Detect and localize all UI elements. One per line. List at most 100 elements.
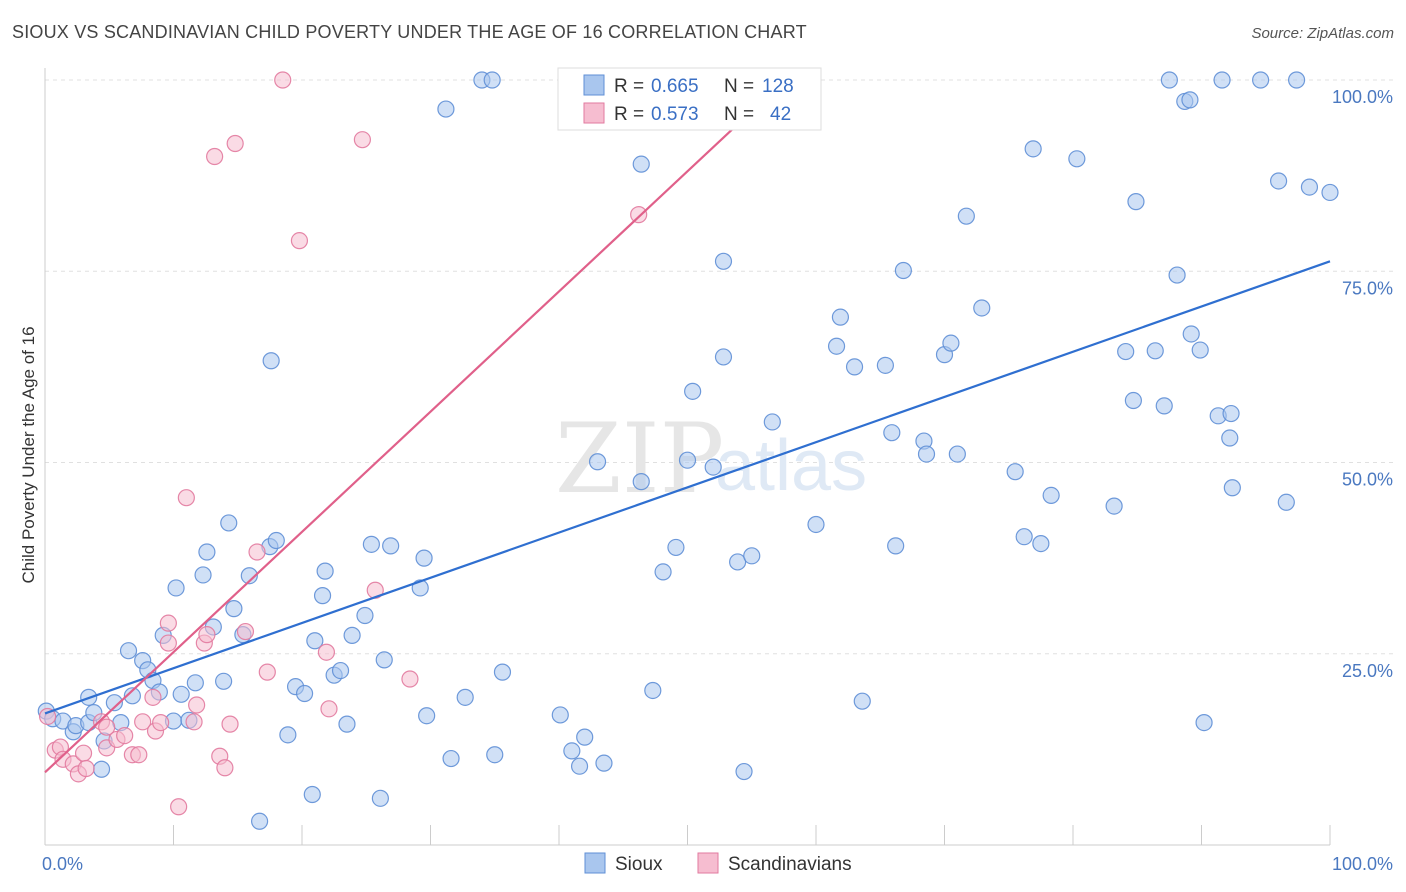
trend-line-scandinavians xyxy=(44,89,775,774)
sioux-point-33 xyxy=(262,352,280,370)
scandinavians-point-20 xyxy=(159,634,177,652)
sioux-point-23 xyxy=(186,674,204,692)
bottom-legend-label-scandinavians: Scandinavians xyxy=(728,854,852,875)
legend-n-label-scandinavians: N = xyxy=(724,104,754,125)
sioux-point-88 xyxy=(883,424,901,442)
sioux-point-90 xyxy=(894,261,912,280)
scandinavians-point-30 xyxy=(221,715,239,733)
sioux-point-62 xyxy=(551,706,569,724)
sioux-point-61 xyxy=(493,663,512,681)
sioux-point-103 xyxy=(1068,150,1086,168)
sioux-point-82 xyxy=(807,515,825,534)
scandinavians-point-33 xyxy=(248,543,266,561)
legend-n-value-scandinavians: 42 xyxy=(770,104,791,125)
sioux-point-59 xyxy=(483,71,501,89)
sioux-point-55 xyxy=(437,100,455,118)
legend-n-value-sioux: 128 xyxy=(762,76,794,97)
scandinavians-point-18 xyxy=(152,713,170,732)
sioux-point-104 xyxy=(1105,497,1123,515)
sioux-point-99 xyxy=(1015,528,1033,546)
scandinavians-point-31 xyxy=(226,134,244,153)
bottom-legend-label-sioux: Sioux xyxy=(615,854,663,875)
source-credit: Source: ZipAtlas.com xyxy=(1251,25,1394,42)
sioux-point-123 xyxy=(1269,172,1288,190)
legend-r-value-scandinavians: 0.573 xyxy=(651,104,699,125)
sioux-point-51 xyxy=(382,537,400,555)
sioux-point-109 xyxy=(1155,397,1173,415)
sioux-point-35 xyxy=(267,531,285,550)
sioux-point-113 xyxy=(1181,91,1199,109)
watermark-atlas: atlas xyxy=(715,426,867,506)
sioux-point-65 xyxy=(576,728,594,746)
bottom-legend-swatch-sioux xyxy=(584,852,606,874)
sioux-point-54 xyxy=(418,707,436,725)
sioux-point-68 xyxy=(632,473,650,491)
sioux-point-10 xyxy=(105,694,123,712)
scandinavians-point-38 xyxy=(320,700,338,718)
sioux-point-50 xyxy=(375,651,393,669)
sioux-point-87 xyxy=(876,356,894,374)
sioux-point-12 xyxy=(119,642,138,660)
y-axis-title: Child Poverty Under the Age of 16 xyxy=(19,326,38,583)
sioux-point-53 xyxy=(415,549,433,567)
scandinavians-point-24 xyxy=(188,696,206,714)
y-tick-label-50: 50.0% xyxy=(1342,470,1393,490)
sioux-point-36 xyxy=(279,726,297,744)
sioux-point-40 xyxy=(306,632,324,650)
sioux-point-31 xyxy=(240,567,258,585)
y-tick-label-100: 100.0% xyxy=(1332,87,1393,107)
legend-n-label-sioux: N = xyxy=(724,76,754,97)
sioux-point-94 xyxy=(942,334,960,352)
legend-swatch-scandinavians xyxy=(583,102,605,124)
x-tick-label-min: 0.0% xyxy=(42,854,83,874)
trend-lines xyxy=(44,89,1331,774)
scandinavians-point-23 xyxy=(185,713,203,731)
sioux-point-42 xyxy=(316,562,334,580)
sioux-point-71 xyxy=(654,563,672,581)
y-tick-label-75: 75.0% xyxy=(1342,278,1393,298)
sioux-point-39 xyxy=(303,785,321,804)
sioux-point-92 xyxy=(917,445,936,463)
scandinavians-point-10 xyxy=(98,718,116,736)
sioux-point-64 xyxy=(570,757,589,775)
sioux-point-86 xyxy=(853,692,871,710)
sioux-point-27 xyxy=(215,672,233,690)
legend-r-value-sioux: 0.665 xyxy=(651,76,699,97)
sioux-point-49 xyxy=(371,789,389,807)
sioux-point-83 xyxy=(827,337,846,355)
sioux-point-75 xyxy=(704,458,722,476)
sioux-point-13 xyxy=(123,687,141,705)
sioux-point-89 xyxy=(887,537,905,555)
sioux-point-79 xyxy=(735,762,753,781)
sioux-point-115 xyxy=(1191,341,1209,359)
sioux-point-25 xyxy=(198,543,216,561)
sioux-point-106 xyxy=(1124,391,1142,410)
sioux-point-46 xyxy=(343,626,361,644)
sioux-point-96 xyxy=(957,207,975,225)
sioux-point-105 xyxy=(1117,342,1135,361)
sioux-point-21 xyxy=(172,685,190,703)
sioux-point-100 xyxy=(1024,140,1042,158)
sioux-point-126 xyxy=(1300,178,1319,196)
sioux-point-60 xyxy=(486,746,504,764)
sioux-point-107 xyxy=(1127,193,1145,211)
scandinavians-point-36 xyxy=(290,232,309,250)
legend-r-label-sioux: R = xyxy=(614,76,644,97)
sioux-point-78 xyxy=(729,553,747,571)
sioux-point-38 xyxy=(295,684,314,703)
legend-swatch-sioux xyxy=(583,74,605,96)
x-tick-label-max: 100.0% xyxy=(1332,854,1393,874)
sioux-point-102 xyxy=(1042,486,1060,504)
y-axis-tick-labels: 25.0% 50.0% 75.0% 100.0% xyxy=(1332,87,1393,681)
scandinavians-point-27 xyxy=(206,147,224,166)
scandinavians-point-35 xyxy=(274,71,292,89)
sioux-point-114 xyxy=(1182,325,1200,343)
sioux-point-56 xyxy=(442,749,460,768)
legend-r-label-scandinavians: R = xyxy=(614,104,644,125)
sioux-point-116 xyxy=(1195,713,1213,732)
chart-title: SIOUX VS SCANDINAVIAN CHILD POVERTY UNDE… xyxy=(12,22,807,42)
sioux-point-24 xyxy=(194,566,212,584)
sioux-point-41 xyxy=(313,587,332,605)
scandinavians-point-16 xyxy=(144,688,162,706)
sioux-point-111 xyxy=(1168,266,1186,284)
